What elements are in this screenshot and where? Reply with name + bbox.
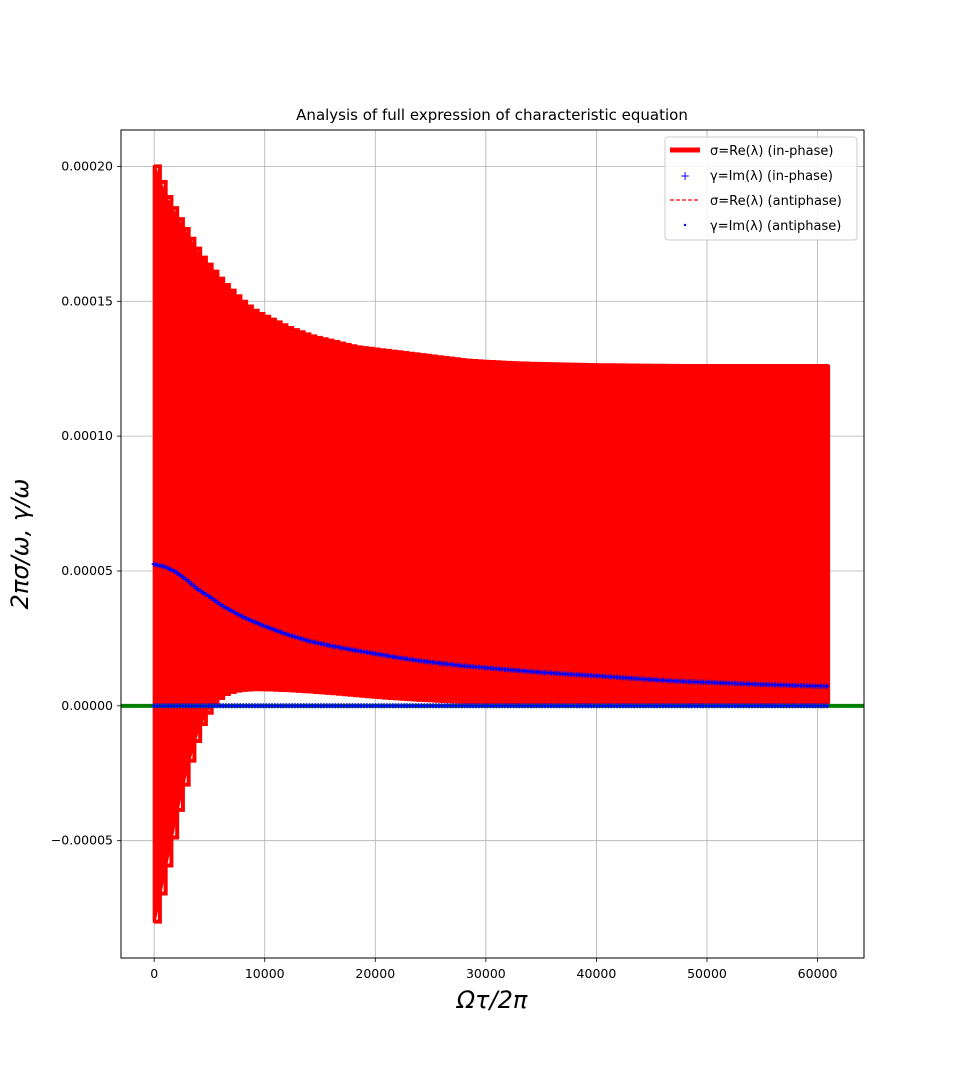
gamma-inphase-marker [252,619,258,625]
gamma-inphase-zero-marker [824,703,830,709]
x-tick-label: 40000 [577,966,617,981]
y-tick-label: 0.00015 [61,293,113,308]
gamma-inphase-marker [269,626,275,632]
legend-label-sigma-antiphase: σ=Re(λ) (antiphase) [710,194,842,209]
x-tick-label: 60000 [798,966,838,981]
y-tick-label: 0.00020 [61,158,113,173]
x-tick-label: 20000 [355,966,395,981]
gamma-inphase-marker [824,683,830,689]
gamma-inphase-marker [174,570,180,576]
gamma-inphase-marker [223,605,229,611]
gamma-inphase-marker [206,593,212,599]
legend-swatch-gamma-antiphase [683,223,687,227]
gamma-inphase-marker [272,627,278,633]
gamma-inphase-marker [298,636,304,642]
x-tick-label: 10000 [245,966,285,981]
legend-box [664,136,858,241]
x-tick-label: 50000 [687,966,727,981]
y-tick-label: −0.00005 [51,833,113,848]
gamma-inphase-marker [237,613,243,619]
gamma-inphase-marker [226,606,232,612]
gamma-inphase-marker [177,572,183,578]
legend-label-sigma-inphase: σ=Re(λ) (in-phase) [710,144,833,159]
gamma-inphase-marker [232,610,238,615]
gamma-inphase-marker [249,618,255,624]
y-tick-label: 0.00000 [61,698,113,713]
gamma-inphase-marker [260,623,266,629]
y-tick-label: 0.00010 [61,428,113,443]
gamma-inphase-marker [292,634,298,640]
gamma-inphase-marker [171,568,177,574]
gamma-inphase-marker [301,637,307,642]
gamma-inphase-marker [281,630,286,636]
gamma-inphase-marker [191,584,197,589]
gamma-inphase-marker [220,603,226,609]
gamma-inphase-marker [286,632,292,638]
y-axis-label: 2πσ/ω, γ/ω [6,479,34,610]
gamma-inphase-marker [275,628,281,634]
y-tick-label: 0.00005 [61,563,113,578]
gamma-inphase-marker [255,620,261,626]
x-tick-label: 30000 [466,966,506,981]
x-axis-label: Ωτ/2π [456,986,528,1014]
legend-label-gamma-inphase: γ=Im(λ) (in-phase) [710,169,833,184]
gamma-inphase-marker [168,567,174,573]
gamma-inphase-marker [266,625,272,631]
legend: σ=Re(λ) (in-phase) + γ=Im(λ) (in-phase) … [664,136,858,241]
legend-label-gamma-antiphase: γ=Im(λ) (antiphase) [710,219,841,234]
gamma-inphase-marker [186,579,192,584]
gamma-inphase-marker [243,615,249,621]
gamma-inphase-marker [235,611,240,617]
gamma-inphase-marker [180,574,186,580]
gamma-inphase-marker [258,622,263,627]
gamma-inphase-marker [229,608,235,614]
chart-title: Analysis of full expression of character… [296,106,688,124]
plot-frame [120,129,865,959]
legend-swatch-gamma-inphase: + [680,169,690,183]
gamma-inphase-marker [163,564,169,570]
gamma-inphase-marker [214,599,220,605]
axis-ticks: 0 10000 20000 30000 40000 50000 60000 −0.00005 0… [51,158,838,981]
gamma-inphase-marker [194,586,200,592]
gamma-inphase-marker [217,602,223,607]
sigma-inphase-upper-edge [154,164,829,368]
gamma-inphase-marker [166,566,171,571]
gamma-inphase-marker [246,617,252,623]
gamma-inphase-marker [209,595,215,601]
gamma-inphase-marker [240,614,246,620]
gamma-inphase-marker [212,597,217,603]
gamma-inphase-marker [203,591,209,597]
x-tick-label: 0 [150,966,158,981]
plot-area [121,164,864,924]
gamma-inphase-marker [263,624,269,630]
gamma-inphase-marker [295,635,301,641]
gamma-inphase-marker [283,631,289,637]
gamma-inphase-marker [183,576,189,582]
gamma-inphase-marker [189,581,194,587]
gamma-inphase-marker [278,629,284,635]
gamma-inphase-marker [200,590,206,596]
gamma-inphase-marker [197,588,203,594]
